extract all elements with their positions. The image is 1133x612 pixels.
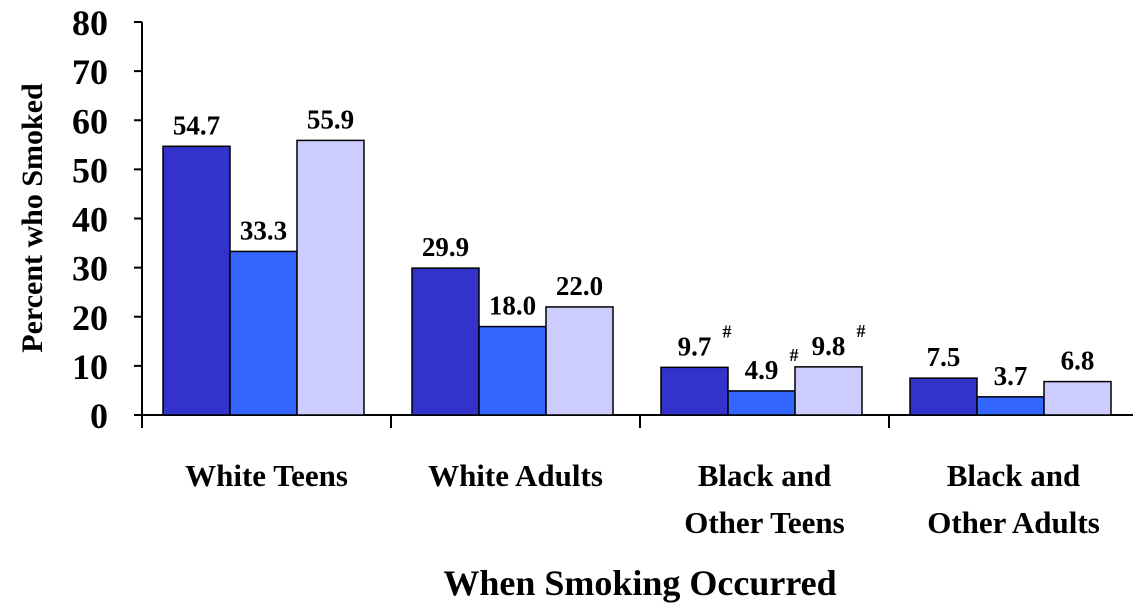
x-axis-title: When Smoking Occurred	[443, 563, 836, 603]
bar	[660, 366, 729, 416]
y-tick-label: 70	[72, 52, 108, 92]
x-category-label: White Adults	[428, 458, 603, 493]
data-label: 33.3	[240, 215, 287, 245]
y-tick-label: 80	[72, 3, 108, 43]
y-tick-label: 30	[72, 249, 108, 289]
x-category-label: Other Teens	[684, 505, 844, 540]
significance-note: #	[857, 321, 866, 341]
bar	[478, 325, 547, 416]
data-label: 6.8	[1061, 346, 1095, 376]
significance-note: #	[723, 321, 732, 341]
bar	[794, 366, 863, 416]
bar	[1043, 380, 1112, 416]
data-label: 9.8	[812, 331, 846, 361]
data-label: 9.7	[678, 331, 712, 361]
x-category-label: Other Adults	[927, 505, 1100, 540]
data-label: 54.7	[173, 110, 220, 140]
data-label: 29.9	[422, 232, 469, 262]
y-tick-label: 40	[72, 200, 108, 240]
data-label: 18.0	[489, 291, 536, 321]
bar	[545, 306, 614, 416]
bar	[909, 377, 978, 416]
bar	[162, 145, 231, 416]
bar	[296, 139, 365, 416]
data-label: 55.9	[307, 104, 354, 134]
plot-area: 0 10 20 30 40 50 60 70 80 54.7 33.3 55.9 White Teens…	[72, 3, 1133, 540]
bar	[976, 396, 1045, 416]
y-tick-label: 10	[72, 347, 108, 387]
data-label: 7.5	[927, 342, 961, 372]
data-label: 22.0	[556, 271, 603, 301]
y-axis-title: Percent who Smoked	[16, 83, 49, 353]
x-category-label: Black and	[947, 458, 1081, 493]
data-label: 4.9	[745, 355, 779, 385]
x-category-label: White Teens	[185, 458, 348, 493]
y-tick-label: 0	[90, 396, 108, 436]
bar	[411, 267, 480, 416]
y-tick-label: 60	[72, 101, 108, 141]
significance-note: #	[790, 345, 799, 365]
bar	[727, 390, 796, 416]
x-category-label: Black and	[698, 458, 832, 493]
y-tick-label: 50	[72, 150, 108, 190]
bar	[229, 250, 298, 416]
data-label: 3.7	[994, 361, 1028, 391]
y-tick-label: 20	[72, 298, 108, 338]
